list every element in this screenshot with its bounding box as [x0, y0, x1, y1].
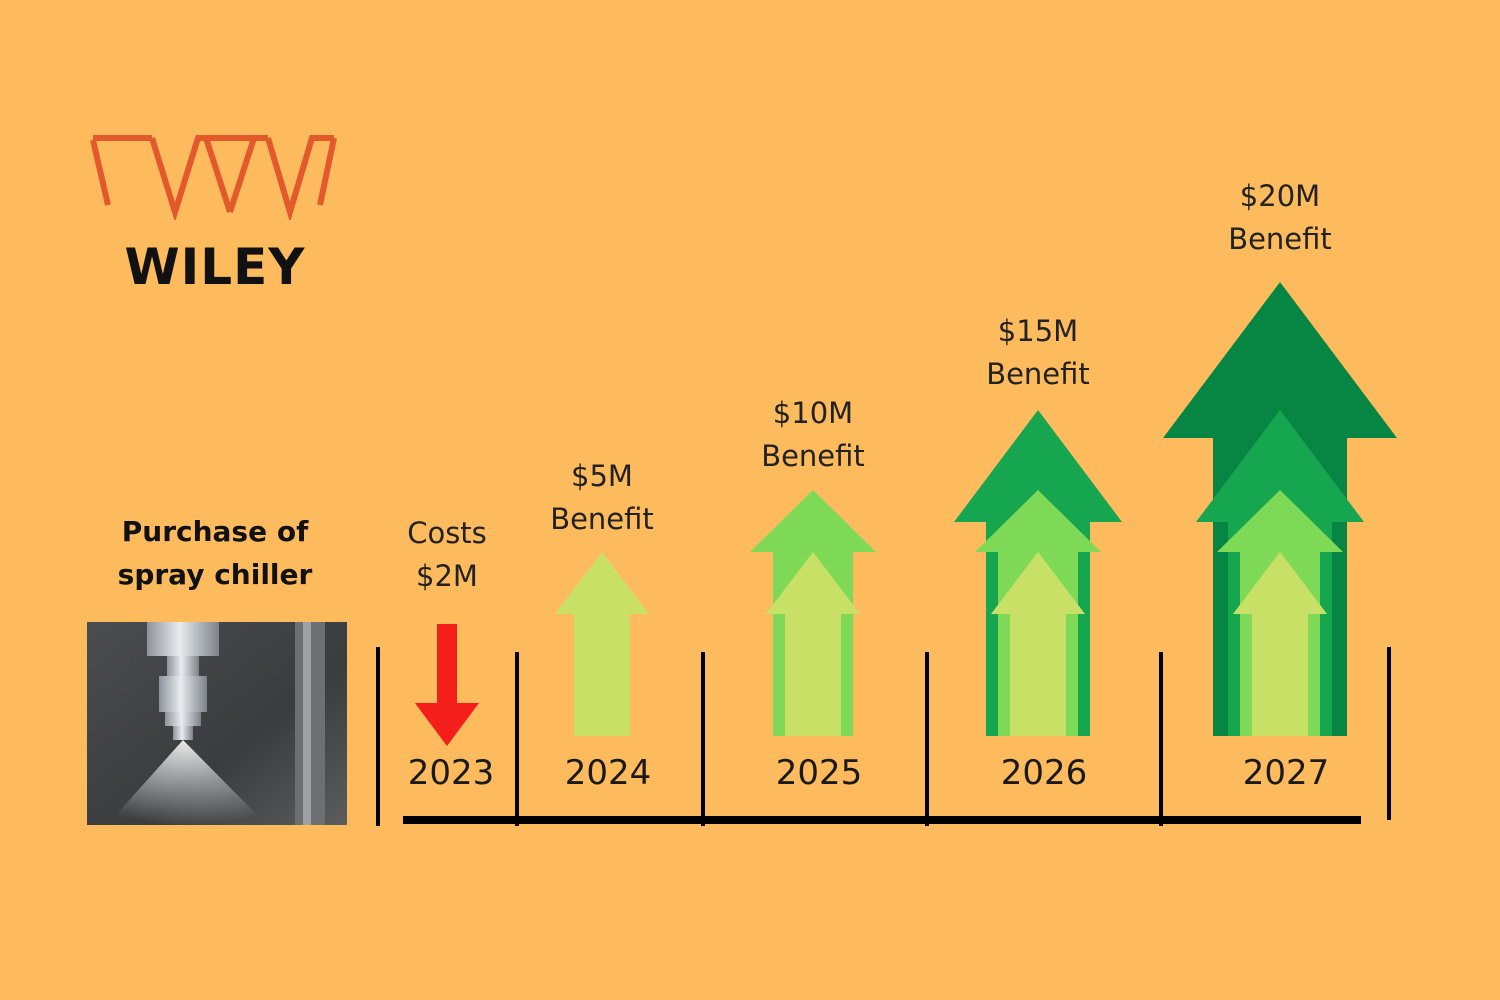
value-label-line: Costs [407, 516, 487, 550]
year-label-2026: 2026 [1000, 753, 1088, 793]
value-label-2024: $5M Benefit [550, 455, 654, 541]
value-label-line: $20M [1239, 179, 1321, 213]
benefit-arrow-2027-layer-1 [1233, 552, 1327, 736]
value-label-line: Benefit [986, 357, 1090, 391]
brand-wordmark: WILEY [124, 238, 306, 296]
value-label-line: Benefit [1228, 222, 1332, 256]
value-label-line: Benefit [550, 502, 654, 536]
year-label-2024: 2024 [564, 753, 652, 793]
timeline-divider [515, 652, 519, 826]
value-label-line: Benefit [761, 439, 865, 473]
purchase-caption: Purchase of spray chiller [90, 510, 340, 596]
timeline-divider [1159, 652, 1163, 826]
value-label-line: $15M [997, 314, 1079, 348]
value-label-2026: $15M Benefit [986, 310, 1090, 396]
year-label-2025: 2025 [775, 753, 863, 793]
spray-nozzle-photo [87, 622, 347, 825]
timeline-divider [701, 652, 705, 826]
timeline-divider [925, 652, 929, 826]
benefit-arrow-2026-layer-1 [991, 552, 1085, 736]
year-label-2023: 2023 [407, 753, 495, 793]
cost-arrow-2023 [415, 624, 479, 746]
wiley-logo-icon [90, 135, 337, 220]
caption-line-1: Purchase of [121, 515, 309, 548]
value-label-line: $10M [772, 396, 854, 430]
value-label-2025: $10M Benefit [761, 392, 865, 478]
timeline-baseline [403, 816, 1361, 824]
value-label-line: $2M [416, 559, 478, 593]
value-label-2023: Costs $2M [407, 512, 487, 598]
year-label-2027: 2027 [1242, 753, 1330, 793]
benefit-arrow-2025-layer-1 [766, 552, 860, 736]
caption-line-2: spray chiller [117, 558, 313, 591]
timeline-divider [376, 647, 380, 826]
value-label-2027: $20M Benefit [1228, 175, 1332, 261]
value-label-line: $5M [571, 459, 633, 493]
timeline-divider [1387, 647, 1391, 820]
benefit-arrow-2024-layer-1 [555, 552, 649, 736]
